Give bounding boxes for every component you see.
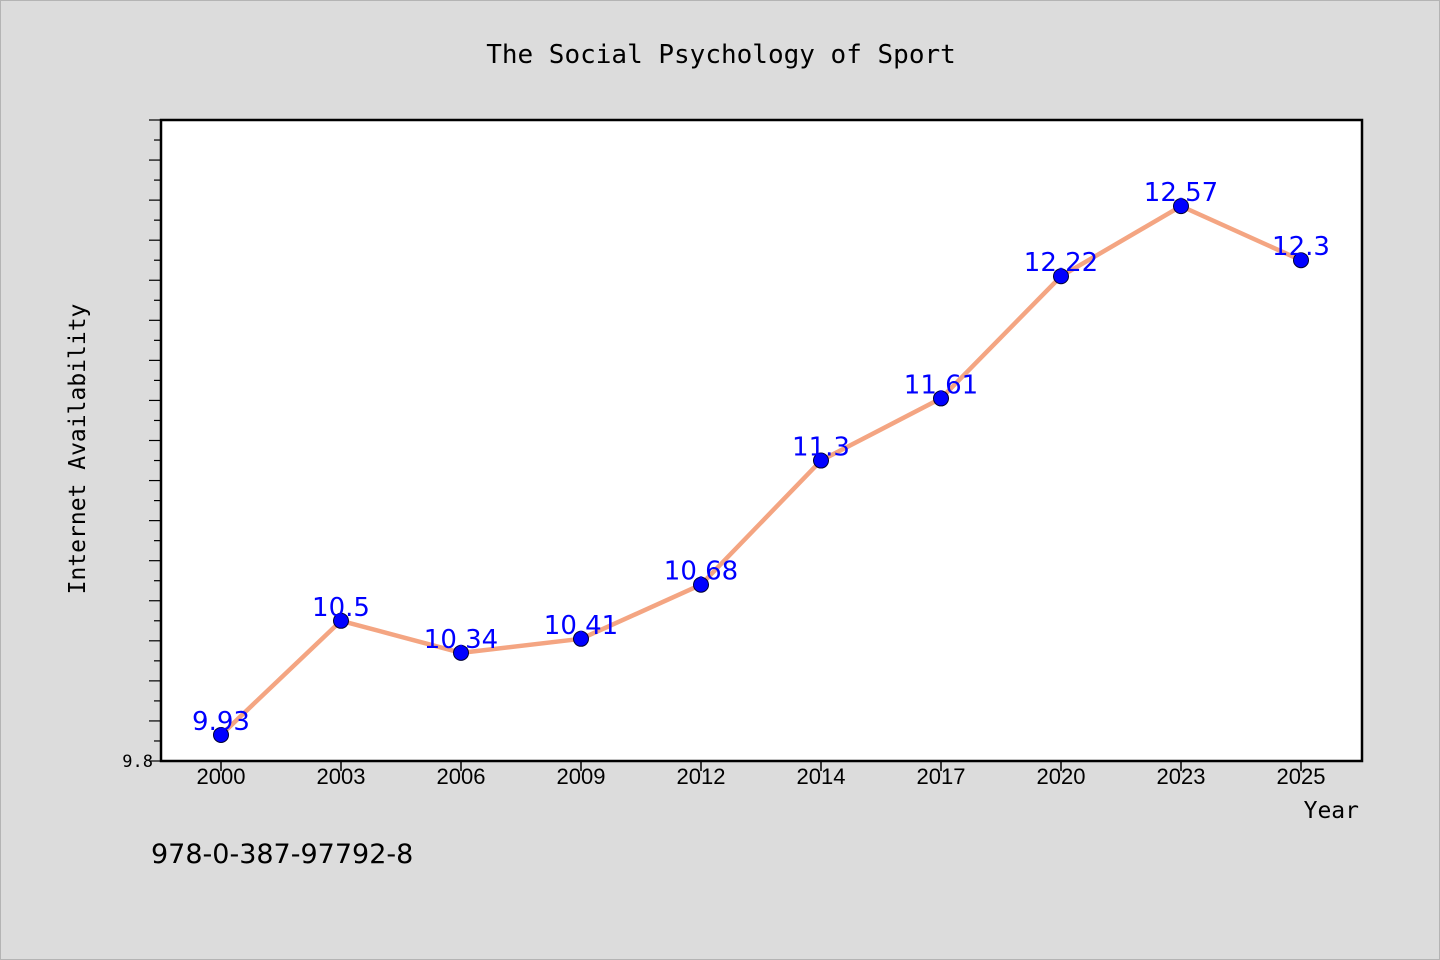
y-axis-ticks: [149, 119, 161, 762]
data-point: [453, 644, 469, 661]
data-point: [1293, 252, 1309, 269]
data-point: [333, 612, 349, 629]
data-label: 12.3: [1272, 232, 1330, 262]
data-point: [1053, 268, 1069, 285]
x-tick-label: 2017: [917, 764, 966, 789]
chart-title: The Social Psychology of Sport: [486, 40, 956, 70]
data-label: 11.3: [792, 433, 850, 463]
data-point: [213, 726, 229, 743]
data-labels: 9.93 10.5 10.34 10.41 10.68 11.3 11.61 12.22 12.…: [192, 178, 1330, 737]
y-tick-label-min: 9.8: [122, 752, 153, 772]
data-point: [573, 630, 589, 647]
series-markers: [213, 198, 1309, 743]
data-point: [693, 576, 709, 593]
x-axis-label: Year: [1304, 798, 1359, 824]
plot-area: [159, 118, 1364, 763]
x-tick-label: 2006: [437, 764, 486, 789]
data-label: 12.57: [1144, 178, 1218, 208]
data-label: 10.41: [544, 611, 618, 641]
data-point: [933, 390, 949, 407]
data-label: 11.61: [904, 370, 978, 400]
data-label: 12.22: [1024, 248, 1098, 278]
data-label: 10.5: [312, 593, 370, 623]
data-point: [813, 452, 829, 469]
x-axis-ticks: [220, 761, 1302, 771]
footer-code: 978-0-387-97792-8: [151, 839, 413, 870]
x-tick-labels: 2000 2003 2006 2009 2012 2014 2017 2020 2023 2025: [197, 764, 1326, 789]
data-label: 10.68: [664, 557, 738, 587]
series-line: [219, 203, 1302, 737]
x-tick-label: 2014: [797, 764, 846, 789]
data-label: 10.34: [424, 625, 498, 655]
x-tick-label: 2000: [197, 764, 246, 789]
x-tick-label: 2025: [1277, 764, 1326, 789]
x-tick-label: 2023: [1157, 764, 1206, 789]
x-tick-label: 2012: [677, 764, 726, 789]
y-axis-label: Internet Availability: [65, 304, 91, 595]
x-tick-label: 2020: [1037, 764, 1086, 789]
data-point: [1173, 198, 1189, 215]
data-label: 9.93: [192, 707, 250, 737]
x-tick-label: 2009: [557, 764, 606, 789]
x-tick-label: 2003: [317, 764, 366, 789]
